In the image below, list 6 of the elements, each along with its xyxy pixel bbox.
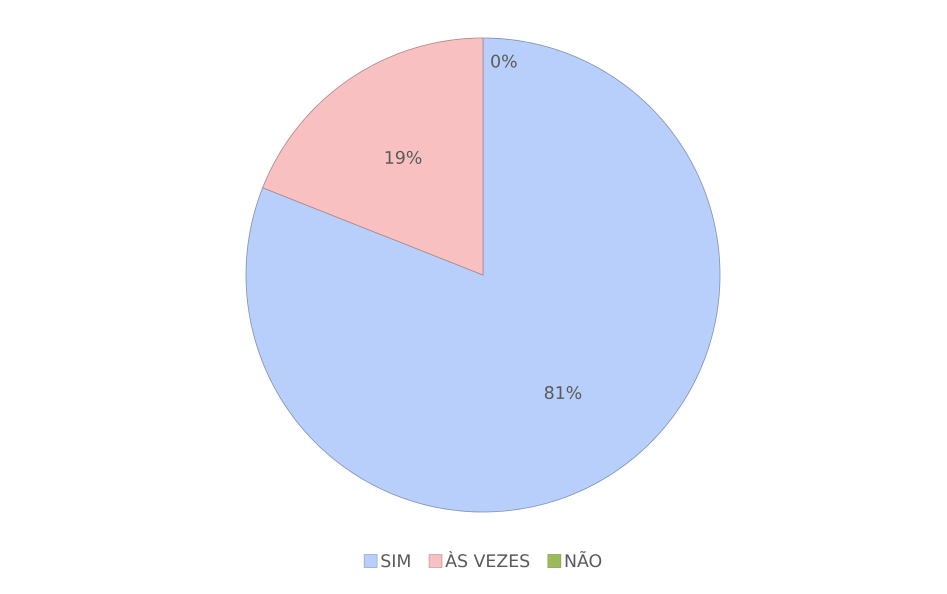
text: 0%	[491, 54, 517, 68]
data-label: 81%	[544, 386, 582, 400]
legend-label: SIM	[381, 554, 410, 568]
legend-label: NÃO	[566, 551, 602, 568]
legend-label: ÀS VEZES	[445, 550, 530, 568]
data-label: 19%	[386, 150, 422, 164]
